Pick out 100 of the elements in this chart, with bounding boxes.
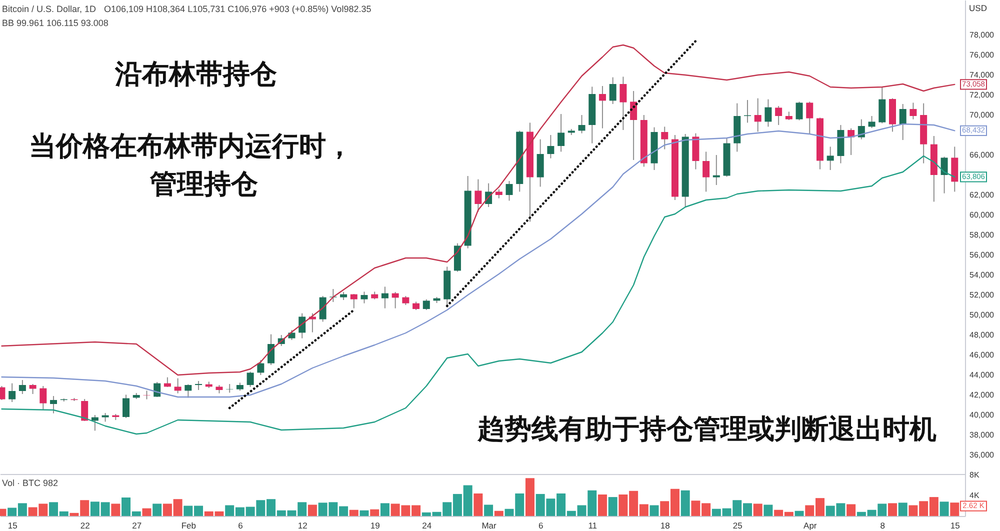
bar xyxy=(753,504,762,516)
bar xyxy=(598,494,607,516)
x-tick-label: 8 xyxy=(880,520,886,530)
candlestick xyxy=(951,146,958,192)
y-axis-title: USD xyxy=(969,3,987,13)
candlestick xyxy=(712,154,720,186)
candlestick xyxy=(506,180,513,202)
annotation: 沿布林带持仓 xyxy=(114,59,277,90)
candlestick xyxy=(536,138,544,188)
candlestick xyxy=(268,334,275,366)
candlestick xyxy=(558,114,565,152)
annotation: 管理持仓 xyxy=(149,169,258,200)
candlestick xyxy=(899,104,906,140)
candlestick xyxy=(288,330,296,340)
x-tick-label: 12 xyxy=(298,520,308,530)
candlestick xyxy=(360,291,368,304)
y-tick-label: 58,000 xyxy=(970,230,995,240)
bar xyxy=(142,508,152,516)
candlestick xyxy=(474,178,482,212)
bar xyxy=(680,490,690,516)
annotation: O106,109 H108,364 L105,731 C106,976 +903 (+0.85%) Vol982.35 xyxy=(104,4,372,14)
bar xyxy=(794,510,804,516)
y-tick-label: 62,000 xyxy=(970,190,995,200)
y-tick-label: 78,000 xyxy=(970,30,995,40)
candlestick xyxy=(630,90,638,160)
y-tick-label: 54,000 xyxy=(970,270,995,280)
candlestick xyxy=(796,101,803,121)
y-tick-label: 74,000 xyxy=(970,70,995,80)
y-tick-label: 66,000 xyxy=(970,150,995,160)
candlestick xyxy=(226,384,234,394)
bar xyxy=(525,478,534,516)
x-tick-label: 6 xyxy=(238,520,244,530)
x-tick-label: 15 xyxy=(950,520,960,530)
candlestick xyxy=(940,156,948,194)
bar xyxy=(349,510,358,516)
y-tick-label: 40,000 xyxy=(970,410,995,420)
candlestick xyxy=(350,294,358,309)
y-tick-label: 60,000 xyxy=(970,210,995,220)
candlestick xyxy=(308,312,316,333)
bar xyxy=(898,502,908,516)
candlestick xyxy=(392,292,399,309)
candlestick xyxy=(578,114,586,134)
x-tick-label: 19 xyxy=(370,520,380,530)
candlestick xyxy=(29,384,36,394)
y-tick-label: 50,000 xyxy=(970,310,995,320)
annotation: 当价格在布林带内运行时， xyxy=(29,131,353,162)
candlestick xyxy=(422,298,430,310)
y-tick-label: 42,000 xyxy=(970,390,995,400)
y-tick-label: 36,000 xyxy=(970,450,995,460)
y-tick-label: 8K xyxy=(970,470,980,480)
x-tick-label: 24 xyxy=(422,520,432,530)
bar xyxy=(764,504,773,516)
candlestick xyxy=(184,384,192,398)
candlestick xyxy=(620,76,627,130)
candlestick xyxy=(609,76,616,104)
candlestick xyxy=(661,126,668,150)
y-tick-label: 38,000 xyxy=(970,430,995,440)
candlestick xyxy=(381,286,388,309)
bar xyxy=(888,503,897,516)
candlestick xyxy=(764,98,772,128)
candlestick xyxy=(910,102,917,120)
bar xyxy=(474,493,483,516)
x-tick-label: 27 xyxy=(132,520,142,530)
annotation: Vol · BTC 982 xyxy=(2,478,58,488)
y-tick-label: 44,000 xyxy=(970,370,995,380)
x-tick-label: 25 xyxy=(732,520,743,530)
candlestick xyxy=(143,390,150,400)
bar xyxy=(940,502,949,516)
chart-title: Bitcoin / U.S. Dollar, 1D xyxy=(2,4,97,14)
x-tick-label: Feb xyxy=(181,520,196,530)
candlestick xyxy=(547,134,554,159)
y-tick-label: 72,000 xyxy=(970,90,995,100)
x-tick-label: Apr xyxy=(804,520,817,530)
candlestick xyxy=(40,386,47,410)
candlestick xyxy=(50,396,58,414)
candlestick xyxy=(754,98,762,132)
candlestick xyxy=(775,106,782,126)
bar xyxy=(380,503,390,516)
candlestick xyxy=(806,101,814,134)
candlestick xyxy=(246,371,254,388)
x-tick-label: 18 xyxy=(660,520,670,530)
candlestick xyxy=(81,398,88,422)
candlestick xyxy=(330,288,337,302)
bar xyxy=(370,509,380,516)
x-tick-label: 15 xyxy=(8,520,18,530)
candlestick xyxy=(702,151,710,192)
bar xyxy=(111,504,120,516)
x-tick-label: Mar xyxy=(482,520,497,530)
candlestick xyxy=(868,116,876,128)
bar xyxy=(650,505,659,516)
candlestick xyxy=(878,86,886,124)
y-tick-label: 4K xyxy=(970,491,980,500)
y-tick-label: 76,000 xyxy=(970,50,995,60)
bar xyxy=(846,504,856,516)
x-tick-label: 6 xyxy=(538,520,544,530)
candlestick xyxy=(826,146,834,170)
annotation: BB 99.961 106.115 93.008 xyxy=(2,18,108,28)
bar xyxy=(360,510,369,516)
x-tick-label: 22 xyxy=(80,520,90,530)
y-tick-label: 56,000 xyxy=(970,250,995,260)
